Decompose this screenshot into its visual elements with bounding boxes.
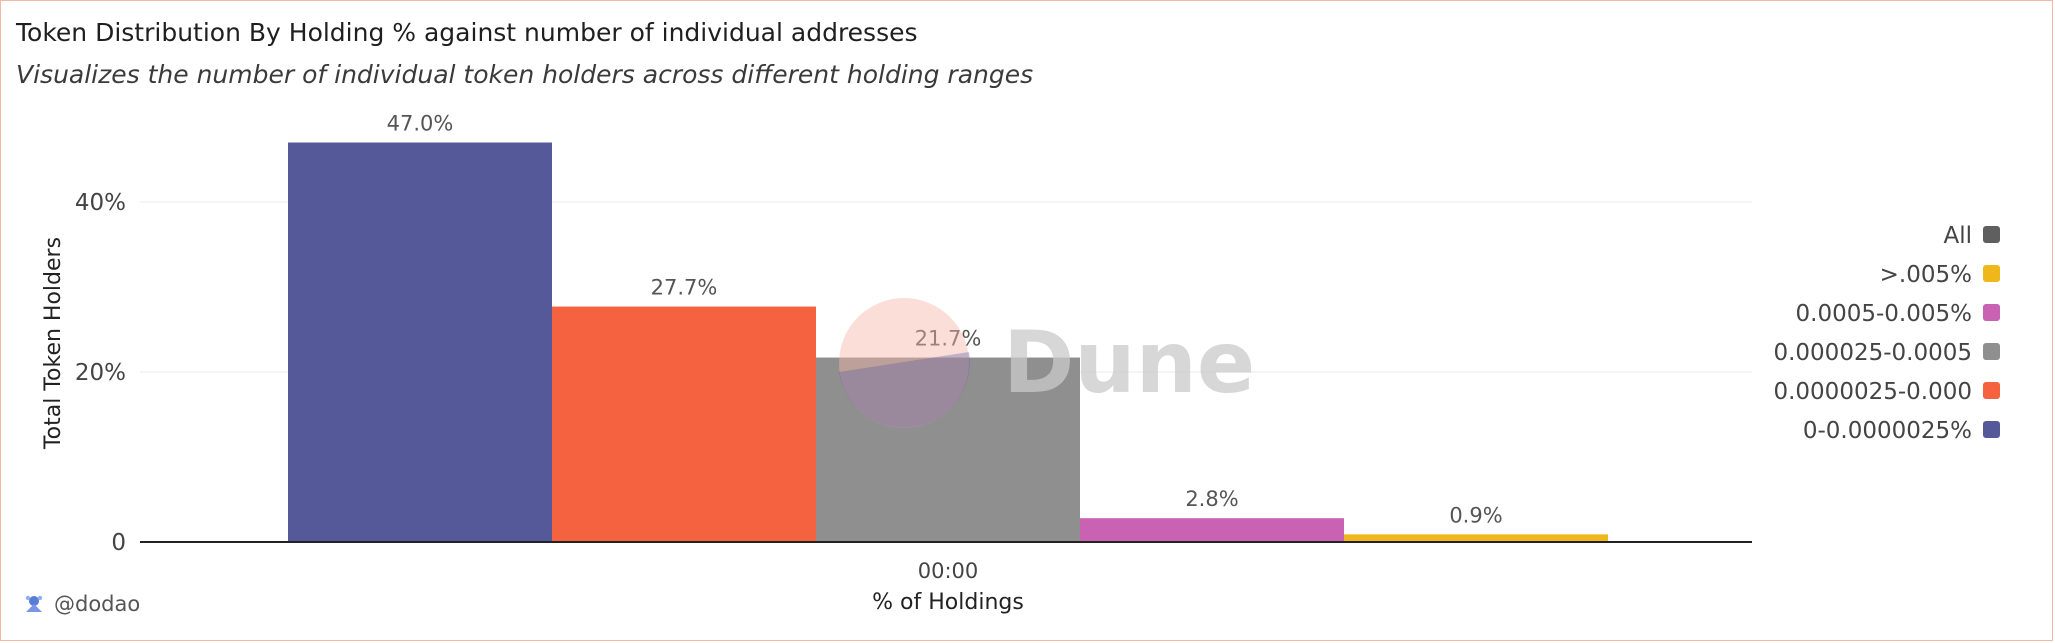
legend-swatch: [1983, 343, 2000, 360]
legend-label: All: [1943, 223, 1972, 249]
author-credit[interactable]: @dodao: [22, 592, 140, 616]
legend-label: 0-0.0000025%: [1803, 418, 1972, 444]
chart-title: Token Distribution By Holding % against …: [16, 18, 918, 47]
author-name: @dodao: [54, 592, 141, 616]
legend-swatch: [1983, 382, 2000, 399]
dune-logo-shard: [839, 352, 970, 428]
x-tick-label: 00:00: [918, 559, 979, 583]
bar: [816, 357, 1080, 542]
data-label: 2.8%: [1185, 487, 1238, 511]
dodao-logo-icon: [25, 595, 43, 612]
y-tick-label: 20%: [75, 360, 126, 386]
legend-label: 0.0000025-0.000: [1773, 379, 1972, 405]
legend-swatch: [1983, 304, 2000, 321]
chart-subtitle: Visualizes the number of individual toke…: [16, 60, 1034, 89]
y-tick-label: 40%: [75, 190, 126, 216]
legend-swatch: [1983, 226, 2000, 243]
legend-label: >.005%: [1880, 262, 1972, 288]
data-label: 27.7%: [651, 276, 718, 300]
bar: [1344, 534, 1608, 542]
bar: [288, 142, 552, 542]
legend-swatch: [1983, 265, 2000, 282]
data-label: 47.0%: [387, 112, 454, 136]
y-axis-label: Total Token Holders: [41, 237, 66, 450]
x-axis-label: % of Holdings: [872, 590, 1024, 615]
data-label: 0.9%: [1449, 503, 1502, 527]
bar: [552, 306, 816, 542]
legend-swatch: [1983, 421, 2000, 438]
y-tick-label: 0: [111, 530, 126, 556]
bar: [1080, 518, 1344, 542]
watermark-text: Dune: [1003, 313, 1255, 413]
data-label: 21.7%: [915, 327, 982, 351]
legend-label: 0.000025-0.0005: [1773, 340, 1972, 366]
dune-logo-icon: [839, 298, 969, 428]
legend-label: 0.0005-0.005%: [1796, 301, 1972, 327]
